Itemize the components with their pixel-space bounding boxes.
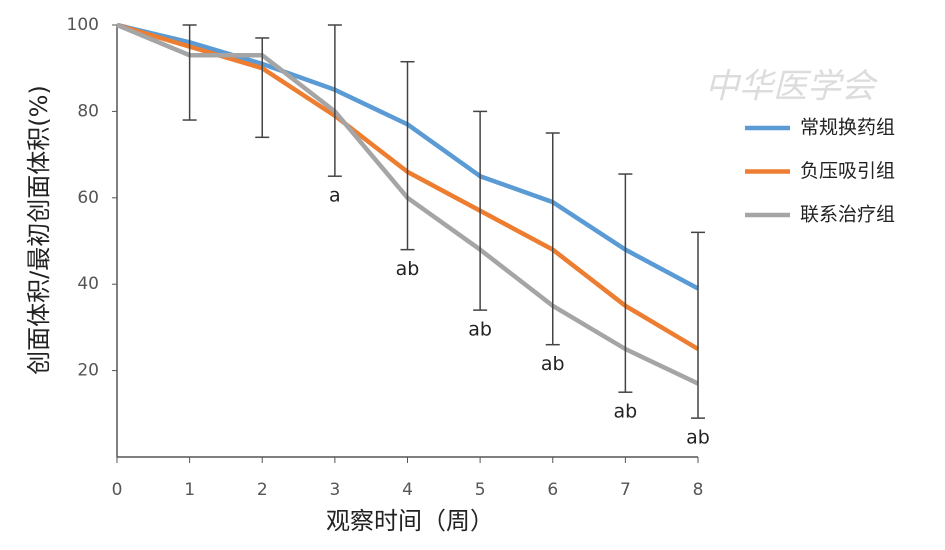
annotation: ab — [541, 353, 565, 375]
annotation: ab — [468, 319, 492, 341]
y-axis-label: 创面体积/最初创面体积(%) — [25, 85, 53, 375]
x-axis-label: 观察时间（周） — [326, 507, 494, 535]
watermark: 中华医学会 — [705, 67, 879, 107]
legend-label: 联系治疗组 — [800, 204, 895, 226]
x-tick-label: 3 — [329, 480, 340, 500]
x-tick-label: 4 — [402, 480, 413, 500]
y-tick-label: 40 — [77, 274, 99, 294]
annotation: ab — [614, 401, 638, 423]
x-tick-label: 2 — [257, 480, 268, 500]
legend-label: 常规换药组 — [800, 117, 895, 139]
y-tick-label: 20 — [77, 361, 99, 381]
y-tick-label: 80 — [77, 101, 99, 121]
x-tick-label: 0 — [112, 480, 123, 500]
x-tick-label: 8 — [693, 480, 704, 500]
legend-label: 负压吸引组 — [800, 160, 895, 182]
annotation: a — [329, 185, 341, 207]
x-tick-label: 7 — [620, 480, 631, 500]
annotation: ab — [686, 427, 710, 449]
annotation: ab — [396, 258, 420, 280]
y-tick-label: 100 — [67, 15, 99, 35]
y-tick-label: 60 — [77, 188, 99, 208]
x-tick-label: 6 — [547, 480, 558, 500]
x-tick-label: 1 — [184, 480, 195, 500]
x-tick-label: 5 — [475, 480, 486, 500]
